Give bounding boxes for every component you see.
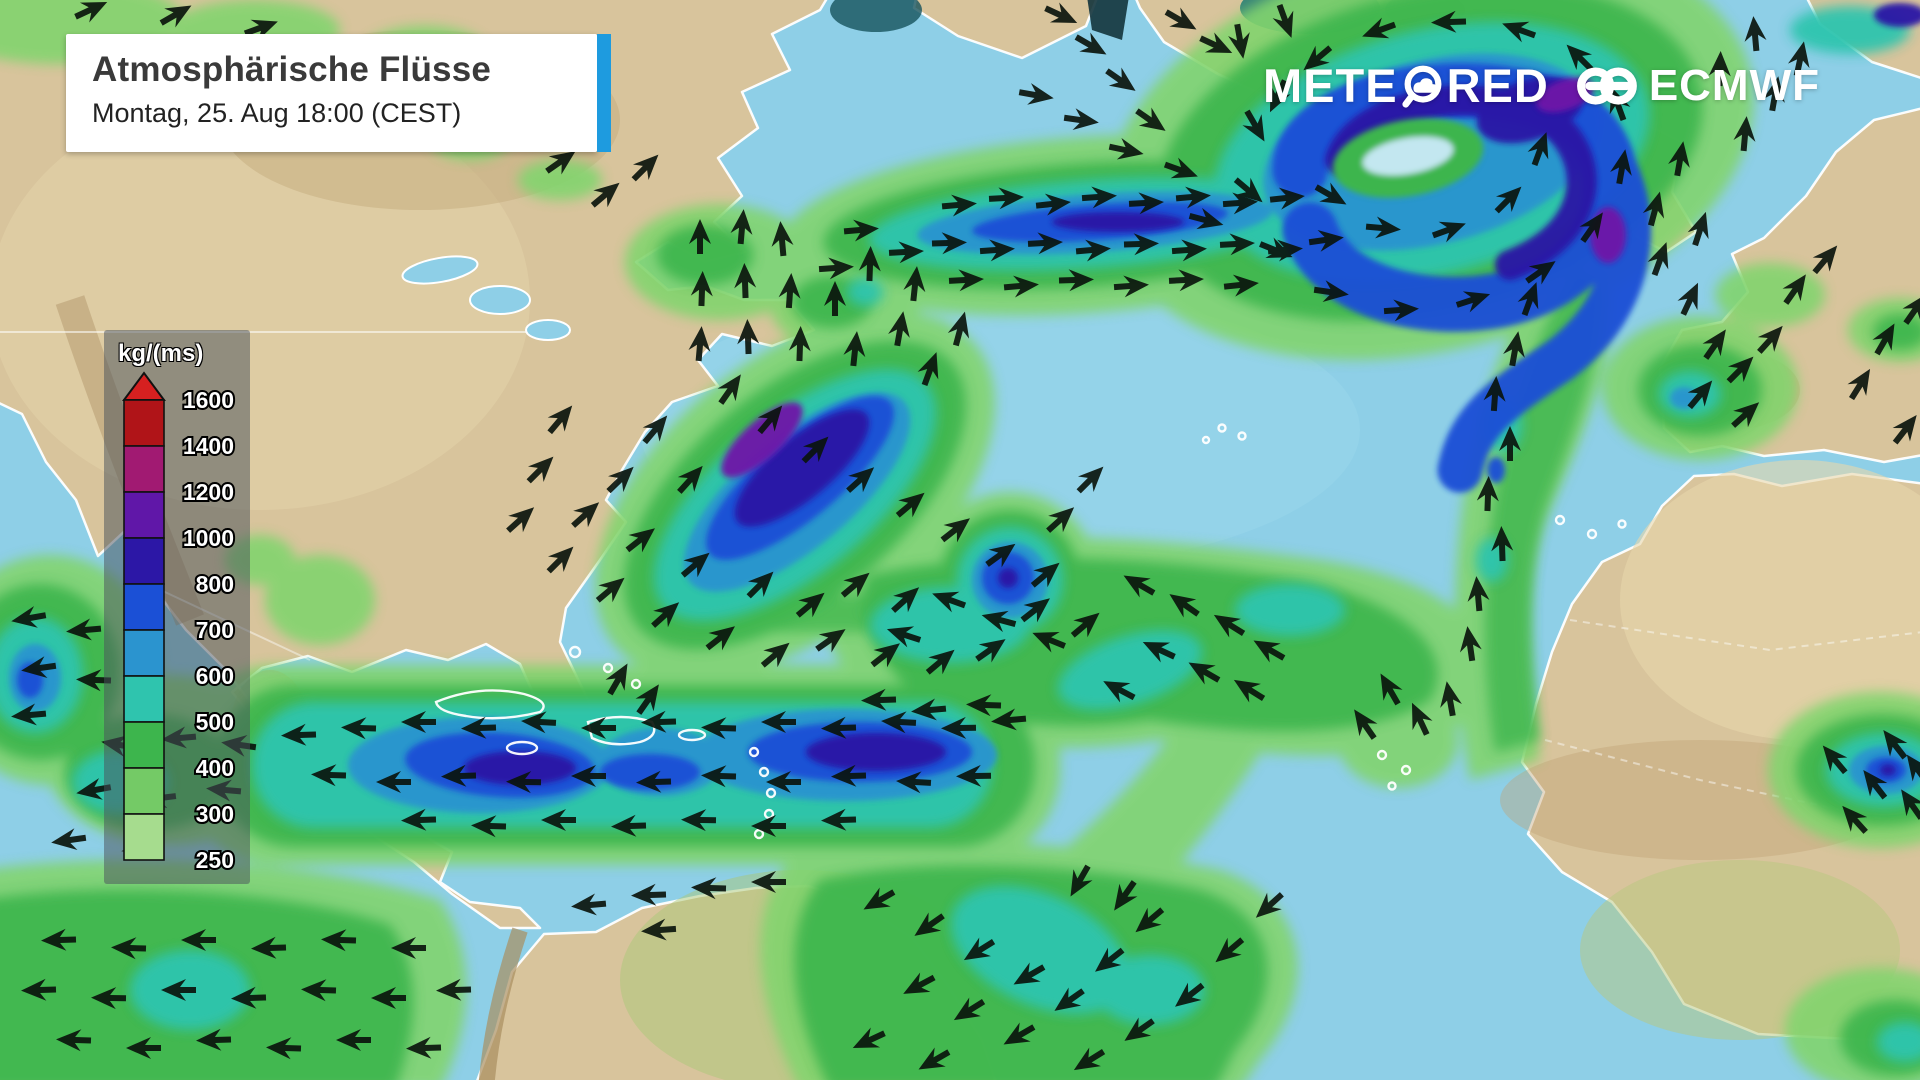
ecmwf-emblem-icon [1576,66,1637,105]
legend-color-segment [123,491,165,539]
legend-tick-label: 250 [196,847,234,872]
legend-color-segment [123,583,165,631]
ecmwf-logo: ECMWF [1575,61,1820,111]
island-outlines [434,423,1627,840]
jamaica [505,740,539,756]
valid-time-label: Montag, 25. Aug 18:00 (CEST) [92,98,462,128]
map-title-card: Atmosphärische Flüsse Montag, 25. Aug 18… [66,34,611,152]
meteored-logo-text-left: METE [1263,59,1398,112]
legend-unit-label: kg/(ms) [118,340,204,367]
legend-tick-label: 300 [196,801,234,827]
legend-tick-label: 800 [196,571,234,597]
flux-indigo-layer [464,3,1920,785]
legend-color-segment [123,675,165,723]
ecmwf-logo-text: ECMWF [1648,60,1820,110]
legend-tick-label: 1400 [183,433,234,459]
cyclone-eye [1332,118,1484,198]
meteored-cloud-icon [1401,65,1442,108]
legend-color-segment [123,629,165,677]
great-lakes [401,255,571,341]
legend-arrow-tip [122,371,166,401]
accent-bar [597,34,611,152]
legend-scale: 1600 1400 1200 1000 800 700 600 500 400 300 250 [118,370,238,872]
page-title: Atmosphärische Flüsse [92,50,492,89]
legend-color-segment [123,445,165,493]
legend-tick-label: 400 [196,755,234,781]
legend-color-segment [123,537,165,585]
legend-tick-label: 1600 [183,387,234,413]
legend-tick-label: 700 [196,617,234,643]
legend-tick-label: 500 [196,709,234,735]
legend-color-segment [123,813,165,861]
legend-color-segment [123,399,165,447]
legend-tick-label: 1200 [183,479,234,505]
meteored-logo: METE RED [1263,58,1549,113]
puerto-rico [677,728,707,742]
meteored-logo-text-right: RED [1446,59,1549,112]
brand-bar: METE RED ECMWF [1263,58,1820,113]
cuba [434,689,545,720]
color-scale-legend: kg/(ms) 1600 1400 1200 1000 800 700 600 500 400 3… [104,330,250,884]
legend-tick-label: 1000 [183,525,234,551]
hispaniola [586,715,656,746]
legend-color-segment [123,721,165,769]
legend-color-segment [123,767,165,815]
legend-tick-label: 600 [196,663,234,689]
